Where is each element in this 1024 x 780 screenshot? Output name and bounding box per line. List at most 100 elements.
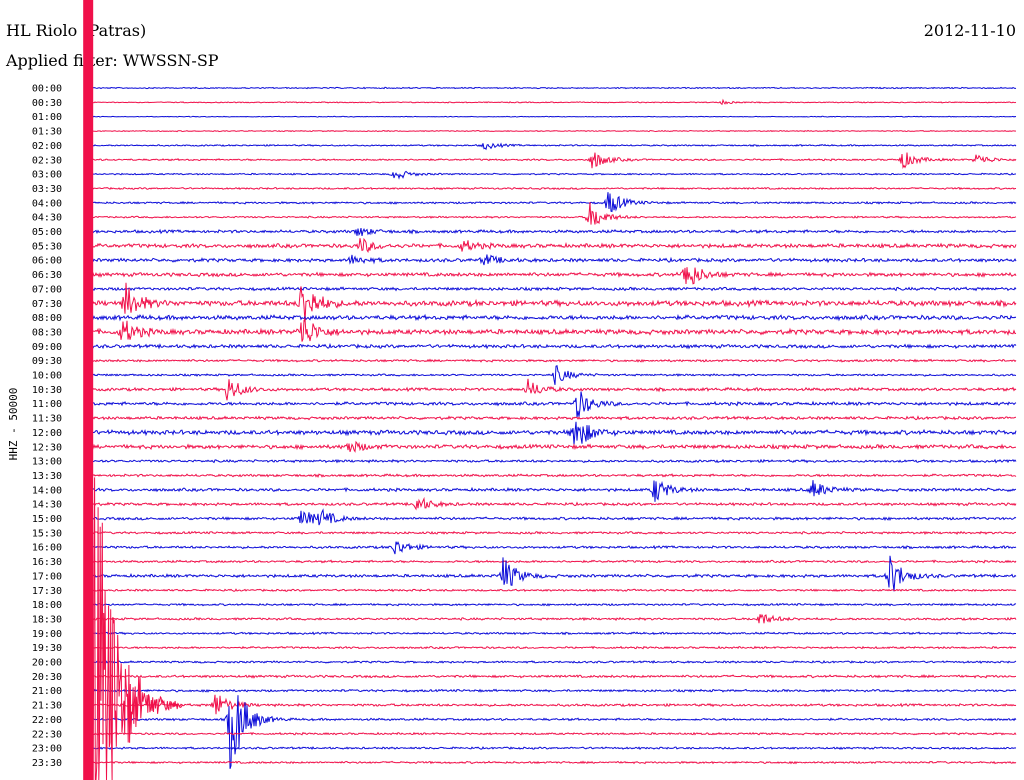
- time-tick-label: 03:30: [32, 184, 62, 195]
- time-tick-label: 19:00: [32, 629, 62, 640]
- time-tick-label: 09:30: [32, 356, 62, 367]
- time-tick-label: 14:00: [32, 485, 62, 496]
- time-tick-label: 16:00: [32, 543, 62, 554]
- trace-0230: [87, 152, 1017, 170]
- trace-1530: [87, 530, 1017, 535]
- trace-2230: [87, 731, 1017, 736]
- time-tick-label: 17:00: [32, 571, 62, 582]
- time-tick-label: 11:00: [32, 399, 62, 410]
- trace-0800: [87, 313, 1017, 322]
- time-tick-label: 10:00: [32, 371, 62, 382]
- time-tick-label: 00:00: [32, 84, 62, 95]
- trace-1700: [87, 555, 1017, 592]
- trace-0730: [87, 282, 1017, 322]
- time-tick-label: 22:00: [32, 715, 62, 726]
- time-tick-label: 05:30: [32, 241, 62, 252]
- trace-2130: [87, 694, 1017, 715]
- trace-1930: [87, 645, 1017, 650]
- time-tick-label: 18:30: [32, 614, 62, 625]
- trace-0300: [87, 170, 1016, 180]
- trace-0530: [87, 237, 1017, 254]
- trace-1400: [87, 480, 1017, 502]
- station-title: HL Riolo (Patras): [6, 21, 146, 40]
- trace-0830: [87, 316, 1017, 342]
- trace-1230: [87, 440, 1017, 453]
- trace-1830: [87, 613, 1017, 624]
- trace-1600: [87, 541, 1017, 555]
- trace-0600: [87, 254, 1017, 266]
- time-tick-label: 00:30: [32, 98, 62, 109]
- time-tick-label: 15:30: [32, 528, 62, 539]
- time-tick-label: 04:30: [32, 213, 62, 224]
- time-tick-label: 02:00: [32, 141, 62, 152]
- time-tick-label: 17:30: [32, 586, 62, 597]
- trace-1200: [87, 421, 1017, 445]
- time-tick-label: 21:30: [32, 701, 62, 712]
- time-tick-label: 12:00: [32, 428, 62, 439]
- date-label: 2012-11-10: [924, 21, 1016, 40]
- quake-saturated-band: [83, 0, 94, 780]
- time-tick-label: 09:00: [32, 342, 62, 353]
- time-tick-label: 16:30: [32, 557, 62, 568]
- quake-coda: [92, 477, 183, 780]
- trace-0700: [87, 286, 1017, 292]
- seismic-traces: [87, 86, 1017, 769]
- trace-0500: [87, 227, 1017, 237]
- time-tick-label: 18:00: [32, 600, 62, 611]
- time-tick-label: 21:00: [32, 686, 62, 697]
- time-tick-label: 01:30: [32, 127, 62, 138]
- trace-1130: [87, 415, 1017, 421]
- trace-0100: [87, 115, 1017, 118]
- trace-1030: [87, 378, 1017, 401]
- trace-1330: [88, 473, 1017, 478]
- time-tick-label: 13:00: [32, 457, 62, 468]
- time-tick-label: 20:00: [32, 658, 62, 669]
- trace-0930: [88, 358, 1017, 363]
- trace-2000: [87, 660, 1017, 664]
- time-tick-label: 08:30: [32, 327, 62, 338]
- filter-label: Applied filter: WWSSN-SP: [5, 51, 219, 70]
- trace-2300: [87, 746, 1017, 750]
- trace-2100: [88, 688, 1017, 693]
- trace-0130: [87, 129, 1017, 133]
- trace-2200: [87, 695, 1017, 769]
- time-tick-label: 07:30: [32, 299, 62, 310]
- trace-0000: [87, 86, 1017, 90]
- time-tick-label: 06:30: [32, 270, 62, 281]
- trace-2030: [87, 673, 1017, 679]
- time-tick-label: 02:30: [32, 155, 62, 166]
- time-tick-label: 05:00: [32, 227, 62, 238]
- time-tick-label: 04:00: [32, 198, 62, 209]
- time-tick-label: 03:00: [32, 170, 62, 181]
- time-tick-label: 15:00: [32, 514, 62, 525]
- trace-1900: [87, 631, 1016, 636]
- trace-1500: [87, 508, 1017, 526]
- time-tick-label: 10:30: [32, 385, 62, 396]
- trace-2330: [87, 760, 1017, 765]
- major-earthquake-trace: [83, 0, 183, 780]
- time-tick-label: 23:30: [32, 758, 62, 769]
- time-tick-label: 19:30: [32, 643, 62, 654]
- trace-0900: [87, 342, 1017, 350]
- trace-1730: [87, 588, 1017, 593]
- time-tick-label: 07:00: [32, 284, 62, 295]
- time-tick-labels: 00:00 00:30 01:00 01:30 02:00 02:30 03:00 03:30…: [32, 84, 62, 769]
- trace-1100: [87, 391, 1017, 418]
- trace-0630: [87, 267, 1017, 285]
- time-tick-label: 08:00: [32, 313, 62, 324]
- trace-0030: [87, 98, 1017, 106]
- trace-0430: [87, 201, 1017, 225]
- time-tick-label: 12:30: [32, 442, 62, 453]
- time-tick-label: 23:00: [32, 744, 62, 755]
- trace-0400: [87, 192, 1017, 213]
- time-tick-label: 13:30: [32, 471, 62, 482]
- time-tick-label: 22:30: [32, 729, 62, 740]
- trace-0330: [87, 186, 1017, 191]
- time-tick-label: 14:30: [32, 500, 62, 511]
- trace-1800: [87, 602, 1017, 607]
- time-tick-label: 01:00: [32, 112, 62, 123]
- time-tick-label: 11:30: [32, 414, 62, 425]
- trace-1300: [87, 458, 1017, 464]
- trace-0200: [87, 142, 1017, 151]
